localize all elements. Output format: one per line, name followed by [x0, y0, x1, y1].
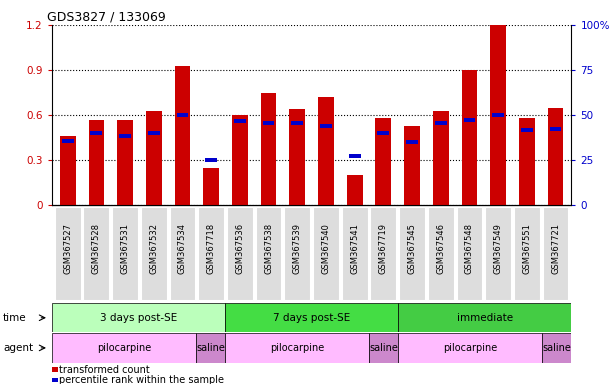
Bar: [232, 115, 248, 205]
Bar: [549, 127, 562, 131]
Text: GSM367545: GSM367545: [408, 223, 417, 274]
Bar: [433, 111, 448, 205]
Text: pilocarpine: pilocarpine: [97, 343, 151, 353]
Bar: [464, 118, 475, 122]
Bar: [342, 207, 368, 300]
Bar: [492, 113, 504, 117]
Bar: [349, 154, 360, 158]
Text: GSM367538: GSM367538: [264, 223, 273, 274]
Bar: [375, 118, 391, 205]
Text: GSM367531: GSM367531: [120, 223, 130, 274]
Bar: [205, 159, 217, 162]
Bar: [547, 108, 563, 205]
Bar: [521, 128, 533, 132]
Bar: [141, 207, 167, 300]
Bar: [398, 303, 571, 332]
Text: agent: agent: [3, 343, 33, 353]
Bar: [318, 97, 334, 205]
Bar: [84, 207, 109, 300]
Bar: [112, 207, 138, 300]
Text: GSM367718: GSM367718: [207, 223, 216, 274]
Text: GSM367536: GSM367536: [235, 223, 244, 274]
Text: 3 days post-SE: 3 days post-SE: [100, 313, 177, 323]
Bar: [428, 207, 453, 300]
Bar: [370, 207, 397, 300]
Text: GSM367719: GSM367719: [379, 223, 388, 274]
Text: GSM367534: GSM367534: [178, 223, 187, 274]
Bar: [291, 121, 303, 124]
Bar: [347, 175, 362, 205]
Bar: [399, 207, 425, 300]
Bar: [52, 303, 225, 332]
Bar: [263, 121, 274, 124]
Text: GSM367528: GSM367528: [92, 223, 101, 274]
Text: percentile rank within the sample: percentile rank within the sample: [59, 376, 224, 384]
Bar: [89, 120, 104, 205]
Text: GSM367548: GSM367548: [465, 223, 474, 274]
Bar: [55, 207, 81, 300]
Bar: [490, 25, 506, 205]
Text: 7 days post-SE: 7 days post-SE: [273, 313, 350, 323]
Bar: [404, 126, 420, 205]
Bar: [203, 168, 219, 205]
Text: immediate: immediate: [456, 313, 513, 323]
Bar: [175, 66, 191, 205]
Text: GDS3827 / 133069: GDS3827 / 133069: [47, 11, 166, 24]
Bar: [62, 139, 74, 142]
Text: saline: saline: [196, 343, 225, 353]
Bar: [378, 131, 389, 135]
Text: pilocarpine: pilocarpine: [443, 343, 497, 353]
Text: GSM367721: GSM367721: [551, 223, 560, 274]
Bar: [117, 120, 133, 205]
Bar: [261, 93, 276, 205]
Text: GSM367549: GSM367549: [494, 223, 503, 274]
Bar: [461, 70, 477, 205]
Text: transformed count: transformed count: [59, 365, 150, 375]
Text: GSM367532: GSM367532: [149, 223, 158, 274]
Bar: [199, 207, 224, 300]
Text: pilocarpine: pilocarpine: [270, 343, 324, 353]
Bar: [255, 207, 282, 300]
Bar: [406, 141, 418, 144]
Bar: [543, 207, 568, 300]
Text: GSM367539: GSM367539: [293, 223, 302, 274]
Bar: [196, 333, 225, 363]
Text: GSM367551: GSM367551: [522, 223, 532, 274]
Text: time: time: [3, 313, 27, 323]
Bar: [52, 333, 196, 363]
Bar: [119, 134, 131, 138]
Bar: [52, 378, 58, 382]
Text: GSM367546: GSM367546: [436, 223, 445, 274]
Bar: [284, 207, 310, 300]
Bar: [148, 131, 159, 135]
Bar: [170, 207, 196, 300]
Bar: [320, 124, 332, 127]
Bar: [234, 119, 246, 123]
Bar: [398, 333, 543, 363]
Bar: [514, 207, 540, 300]
Text: saline: saline: [543, 343, 571, 353]
Bar: [225, 333, 369, 363]
Bar: [177, 113, 188, 117]
Text: saline: saline: [369, 343, 398, 353]
Bar: [543, 333, 571, 363]
Text: GSM367540: GSM367540: [321, 223, 331, 274]
Bar: [485, 207, 511, 300]
Bar: [60, 136, 76, 205]
Bar: [369, 333, 398, 363]
Bar: [52, 367, 58, 372]
Bar: [227, 207, 253, 300]
Text: GSM367541: GSM367541: [350, 223, 359, 274]
Bar: [313, 207, 339, 300]
Bar: [146, 111, 162, 205]
Bar: [90, 131, 102, 135]
Text: GSM367527: GSM367527: [63, 223, 72, 274]
Bar: [435, 121, 447, 124]
Bar: [290, 109, 305, 205]
Bar: [456, 207, 482, 300]
Bar: [519, 118, 535, 205]
Bar: [225, 303, 398, 332]
